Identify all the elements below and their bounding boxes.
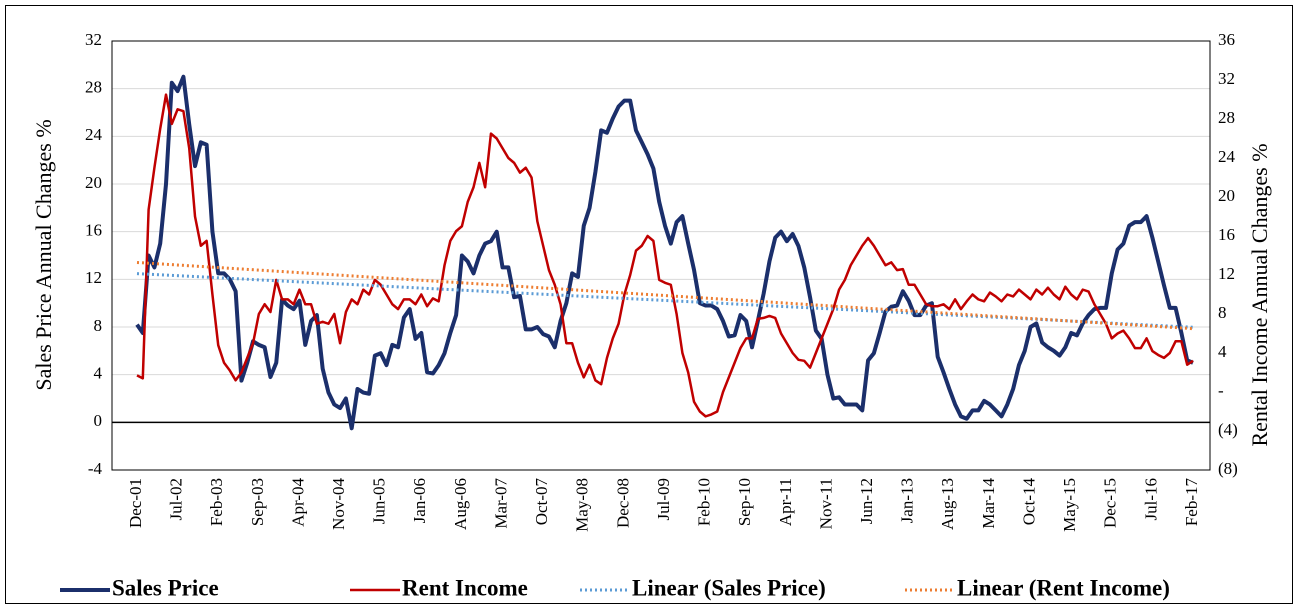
y-tick-label: 12	[85, 268, 102, 287]
y2-axis-title: Rental Income Annual Changes %	[1247, 143, 1272, 446]
y2-tick-label: (4)	[1218, 420, 1238, 439]
x-tick-label: Jun-12	[857, 478, 876, 524]
x-tick-label: Sep-10	[735, 478, 754, 526]
y-tick-label: -4	[88, 459, 103, 478]
series-line	[135, 74, 1194, 431]
y2-tick-label: 8	[1218, 303, 1227, 322]
x-tick-label: Dec-01	[126, 478, 145, 528]
x-tick-label: Oct-07	[532, 478, 551, 526]
x-tick-label: Aug-06	[451, 478, 470, 530]
x-tick-label: Mar-14	[979, 478, 998, 529]
y-axis-title: Sales Price Annual Changes %	[31, 119, 56, 390]
x-tick-label: Oct-14	[1019, 478, 1038, 526]
y-tick-label: 24	[85, 125, 103, 144]
y-tick-label: 0	[94, 411, 103, 430]
legend-label: Sales Price	[112, 575, 219, 600]
plot-border	[111, 40, 1211, 471]
chart-frame	[5, 5, 1293, 604]
y-tick-label: 32	[85, 30, 102, 49]
trend-line	[136, 260, 1194, 331]
x-tick-label: Jun-05	[370, 478, 389, 524]
x-tick-label: Jul-16	[1141, 478, 1160, 521]
x-tick-label: Jul-02	[167, 478, 186, 521]
x-tick-label: Jul-09	[654, 478, 673, 521]
y-tick-label: 16	[85, 221, 102, 240]
y2-tick-label: 20	[1218, 186, 1235, 205]
x-tick-label: Jan-13	[898, 478, 917, 523]
y-tick-label: 20	[85, 173, 102, 192]
y2-tick-label: (8)	[1218, 459, 1238, 478]
y2-tick-label: 12	[1218, 264, 1235, 283]
y2-tick-label: 32	[1218, 69, 1235, 88]
x-tick-label: Sep-03	[248, 478, 267, 526]
x-tick-label: Dec-08	[613, 478, 632, 528]
x-tick-label: Nov-11	[816, 478, 835, 529]
y2-tick-label: 16	[1218, 225, 1235, 244]
series-line	[136, 93, 1194, 418]
y2-tick-label: 28	[1218, 108, 1235, 127]
y2-tick-label: 36	[1218, 30, 1235, 49]
x-tick-label: Feb-10	[695, 478, 714, 526]
legend-label: Linear (Rent Income)	[957, 575, 1170, 600]
x-tick-label: Feb-03	[207, 478, 226, 526]
x-tick-label: Mar-07	[491, 478, 510, 529]
x-tick-label: Apr-04	[288, 478, 307, 527]
x-tick-label: Apr-11	[776, 478, 795, 526]
x-tick-label: Aug-13	[938, 478, 957, 530]
y-tick-label: 28	[85, 78, 102, 97]
x-tick-label: Nov-04	[329, 478, 348, 530]
x-tick-label: Jan-06	[410, 478, 429, 523]
y-tick-label: 8	[94, 316, 103, 335]
y-tick-label: 4	[94, 364, 103, 383]
x-tick-label: May-15	[1060, 478, 1079, 532]
y2-tick-label: 24	[1218, 147, 1236, 166]
x-tick-label: Dec-15	[1101, 478, 1120, 528]
y2-tick-label: 4	[1218, 342, 1227, 361]
x-tick-label: Feb-17	[1182, 478, 1201, 527]
x-tick-label: May-08	[573, 478, 592, 532]
legend-label: Linear (Sales Price)	[632, 575, 826, 600]
legend-label: Rent Income	[402, 575, 528, 600]
y2-tick-label: -	[1218, 381, 1224, 400]
